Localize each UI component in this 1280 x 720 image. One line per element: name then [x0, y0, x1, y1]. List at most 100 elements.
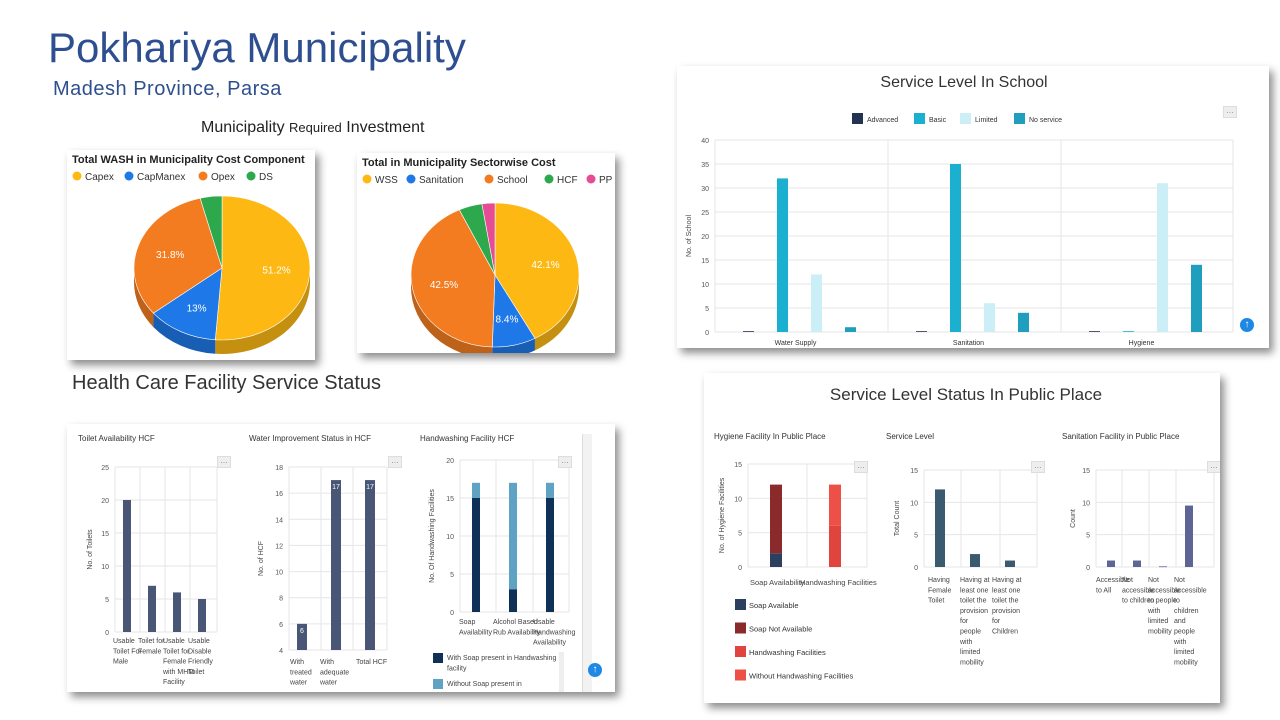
toilet-hcf-menu-button[interactable]: ... — [217, 456, 231, 468]
bar-data-label: 17 — [332, 484, 340, 491]
y-tick-label: 0 — [1086, 565, 1090, 572]
y-tick-label: 10 — [1082, 500, 1090, 507]
legend-marker — [544, 174, 554, 184]
pie-data-label: 13% — [187, 304, 207, 315]
bar — [743, 331, 754, 332]
y-axis-label: Count — [1070, 509, 1077, 528]
hcf-scrollbar[interactable] — [582, 434, 592, 692]
x-tick-label: Rub Availability — [493, 629, 541, 636]
chart-title: Water Improvement Status in HCF — [249, 434, 371, 443]
y-tick-label: 20 — [101, 498, 109, 505]
y-tick-label: 10 — [734, 496, 742, 503]
y-tick-label: 0 — [738, 565, 742, 572]
bar — [123, 500, 131, 632]
x-tick-label: Not — [1148, 577, 1159, 584]
y-tick-label: 25 — [101, 465, 109, 472]
bar-segment — [546, 482, 554, 498]
legend-marker — [484, 174, 494, 184]
hcf-charts: Toilet Availability HCF 0 5 10 15 20 25 No. of … — [78, 434, 576, 692]
y-axis-label: No. of Hygiene Facilities — [719, 477, 726, 553]
x-tick-label: toilet the — [960, 598, 987, 605]
chart-title: Toilet Availability HCF — [78, 434, 155, 443]
x-tick-label: Having at — [992, 577, 1022, 584]
school-scroll-top-button[interactable]: ↑ — [1240, 318, 1254, 332]
x-tick-label: Soap Availability — [750, 578, 805, 587]
x-tick-label: Female — [928, 587, 951, 594]
y-tick-label: 4 — [279, 648, 283, 655]
y-tick-label: 18 — [275, 465, 283, 472]
bar — [916, 331, 927, 332]
y-tick-label: 15 — [910, 468, 918, 475]
legend-marker — [735, 599, 746, 610]
bar — [1185, 505, 1193, 567]
y-tick-label: 15 — [446, 496, 454, 503]
legend-marker — [246, 171, 256, 181]
bar — [1018, 312, 1029, 332]
y-tick-label: 15 — [701, 258, 709, 265]
legend-label: School — [497, 175, 528, 186]
y-tick-label: 20 — [446, 458, 454, 465]
pie-slice-side — [534, 275, 579, 351]
service-public-menu-button[interactable]: ... — [1031, 461, 1045, 473]
pie-slice-side — [492, 338, 535, 353]
handwash-hcf-menu-button[interactable]: ... — [558, 456, 572, 468]
legend-marker — [198, 171, 208, 181]
legend-label: CapManex — [137, 172, 185, 183]
bar — [811, 274, 822, 332]
pie-data-label: 42.5% — [430, 280, 458, 291]
x-tick-label: Hygiene — [1129, 340, 1155, 347]
legend-marker — [72, 171, 82, 181]
hygiene-public-menu-button[interactable]: ... — [854, 461, 868, 473]
y-tick-label: 5 — [914, 533, 918, 540]
water-hcf-menu-button[interactable]: ... — [388, 456, 402, 468]
sector-cost-chart: Total in Municipality Sectorwise Cost WSS… — [362, 157, 613, 353]
x-tick-label: with — [959, 639, 973, 646]
legend-label: DS — [259, 172, 273, 183]
bar — [1159, 566, 1167, 568]
x-tick-label: Handwashing Facilities — [800, 578, 877, 587]
y-tick-label: 5 — [1086, 533, 1090, 540]
legend-label: HCF — [557, 175, 578, 186]
school-panel: Service Level In School Advanced Basic Limi… — [677, 66, 1269, 348]
y-tick-label: 12 — [275, 543, 283, 550]
legend-marker — [914, 113, 925, 124]
y-tick-label: 25 — [701, 210, 709, 217]
legend-marker — [406, 174, 416, 184]
pie-slice — [133, 197, 223, 314]
y-tick-label: 15 — [101, 531, 109, 538]
pie-data-label: 42.1% — [531, 260, 559, 271]
sanitation-public-menu-button[interactable]: ... — [1207, 461, 1220, 473]
x-tick-label: mobility — [960, 659, 984, 666]
hcf-scroll-top-button[interactable]: ↑ — [588, 663, 602, 677]
public-panel: Service Level Status In Public Place Hygi… — [704, 373, 1220, 703]
school-menu-button[interactable]: ... — [1223, 106, 1237, 118]
y-tick-label: 20 — [701, 234, 709, 241]
x-tick-label: adequate — [320, 669, 349, 676]
bar — [1191, 264, 1202, 332]
legend-label: Basic — [929, 117, 947, 124]
bar — [148, 585, 156, 632]
x-tick-label: to All — [1096, 587, 1112, 594]
x-tick-label: treated — [290, 669, 312, 676]
school-chart: Service Level In School Advanced Basic Limi… — [686, 74, 1234, 347]
bar-data-label: 17 — [366, 484, 374, 491]
bar — [1107, 560, 1115, 567]
x-tick-label: accessible — [1122, 587, 1155, 594]
legend-label: Advanced — [867, 117, 898, 124]
x-tick-label: Toilet — [188, 669, 204, 676]
legend-label: Opex — [211, 172, 235, 183]
y-tick-label: 35 — [701, 162, 709, 169]
x-tick-label: children — [1174, 608, 1199, 615]
bar-data-label: 6 — [300, 628, 304, 635]
bar — [1133, 560, 1141, 567]
x-tick-label: to people — [1148, 598, 1177, 605]
legend-marker — [124, 171, 134, 181]
bar — [198, 599, 206, 632]
pie-slice — [481, 202, 496, 276]
y-axis-label: Total Count — [894, 501, 901, 536]
x-tick-label: Not — [1122, 577, 1133, 584]
pie-slice-side — [134, 268, 154, 328]
x-tick-label: Having at — [960, 577, 990, 584]
pie-data-label: 31.8% — [156, 250, 184, 261]
pie-data-label: 8.4% — [496, 314, 519, 325]
